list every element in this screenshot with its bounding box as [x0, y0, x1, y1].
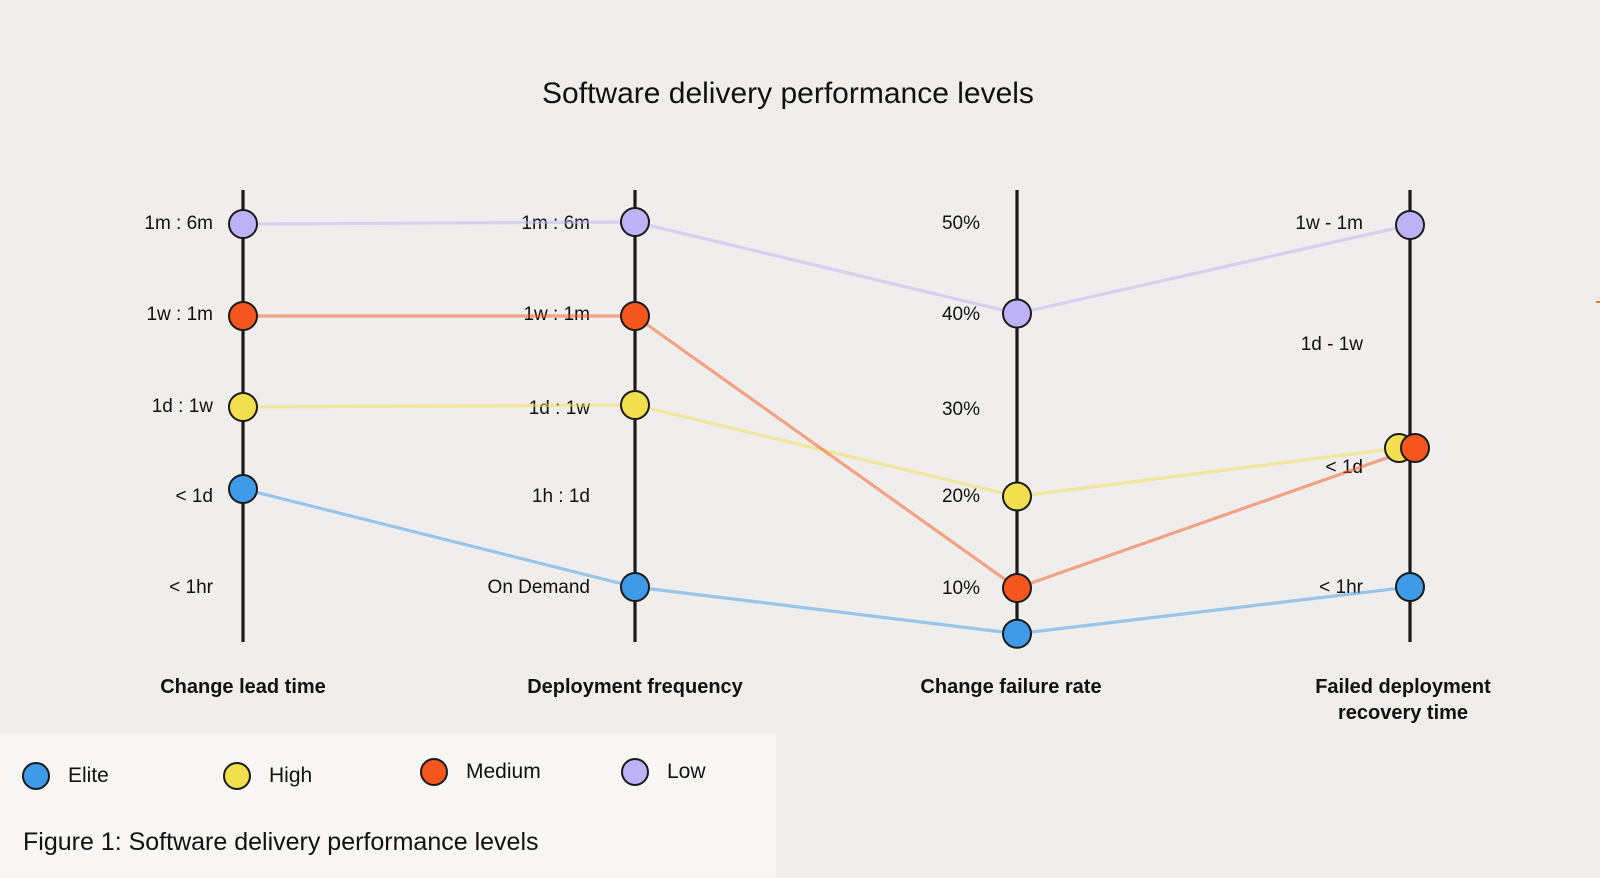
- point-low-lead-time: [228, 209, 258, 239]
- legend-item-high: High: [223, 762, 312, 790]
- edge-tick-mark: [1596, 301, 1600, 303]
- series-line-medium: [243, 314, 1416, 590]
- tick-label-failure-rate-10: 10%: [942, 578, 980, 599]
- axis-title-recovery-time: recovery time: [1338, 702, 1468, 724]
- series-points-layer: [228, 207, 1430, 649]
- tick-label-recovery-time-1d: < 1d: [1325, 457, 1363, 478]
- figure-caption: Figure 1: Software delivery performance …: [23, 828, 539, 856]
- point-medium-recovery-time: [1400, 433, 1430, 463]
- legend-item-elite: Elite: [22, 762, 109, 790]
- point-medium-deploy-freq: [620, 301, 650, 331]
- point-low-failure-rate: [1002, 298, 1032, 329]
- tick-label-lead-time-1d-1w: 1d : 1w: [152, 396, 214, 417]
- point-high-failure-rate: [1002, 481, 1032, 512]
- axis-title-failure-rate: Change failure rate: [920, 676, 1101, 698]
- legend-label-low: Low: [667, 760, 706, 783]
- tick-label-recovery-time-1w-1m: 1w - 1m: [1295, 213, 1363, 234]
- series-line-elite: [242, 487, 1411, 636]
- tick-label-failure-rate-20: 20%: [942, 486, 980, 507]
- tick-label-lead-time-1d: < 1d: [175, 486, 213, 507]
- axes-layer: < 1hr < 1d 1d : 1w 1w : 1m 1m : 6m Change lea…: [144, 190, 1491, 724]
- point-elite-recovery-time: [1395, 572, 1425, 602]
- legend-label-elite: Elite: [68, 764, 109, 787]
- tick-label-lead-time-1w-1m: 1w : 1m: [146, 304, 213, 325]
- series-lines-layer: [242, 220, 1416, 636]
- chart-title: Software delivery performance levels: [542, 77, 1034, 110]
- axis-title-deploy-freq: Deployment frequency: [527, 676, 743, 698]
- legend-swatch-medium: [420, 758, 448, 786]
- point-medium-lead-time: [228, 301, 258, 331]
- point-low-recovery-time: [1395, 210, 1425, 240]
- series-line-high: [242, 403, 1400, 499]
- legend-label-medium: Medium: [466, 760, 541, 783]
- tick-label-lead-time-1m-6m: 1m : 6m: [144, 213, 213, 234]
- point-elite-deploy-freq: [620, 572, 650, 602]
- point-elite-failure-rate: [1002, 618, 1032, 649]
- point-elite-lead-time: [228, 474, 258, 504]
- tick-label-deploy-freq-1d-1w: 1d : 1w: [529, 398, 591, 419]
- legend-swatch-high: [223, 762, 251, 790]
- axis-title-lead-time: Change lead time: [160, 676, 326, 698]
- legend-label-high: High: [269, 764, 313, 787]
- legend-swatch-elite: [22, 762, 50, 790]
- legend-swatch-low: [621, 758, 649, 786]
- legend-panel: Elite High Medium Low: [0, 734, 776, 878]
- tick-label-lead-time-1hr: < 1hr: [169, 577, 214, 598]
- tick-label-deploy-freq-1h-1d: 1h : 1d: [532, 486, 590, 507]
- legend-item-low: Low: [621, 758, 706, 786]
- tick-label-deploy-freq-on-demand: On Demand: [488, 577, 590, 598]
- legend-item-medium: Medium: [420, 758, 541, 786]
- tick-label-failure-rate-50: 50%: [942, 213, 980, 234]
- point-high-lead-time: [228, 392, 258, 422]
- tick-label-recovery-time-1d-1w: 1d - 1w: [1301, 334, 1364, 355]
- series-line-low: [242, 220, 1411, 316]
- point-medium-failure-rate: [1002, 573, 1032, 603]
- point-low-deploy-freq: [620, 207, 650, 237]
- tick-label-failure-rate-30: 30%: [942, 399, 980, 420]
- point-high-deploy-freq: [620, 390, 650, 420]
- tick-label-failure-rate-40: 40%: [942, 304, 980, 325]
- axis-title-recovery-time: Failed deployment: [1315, 676, 1491, 698]
